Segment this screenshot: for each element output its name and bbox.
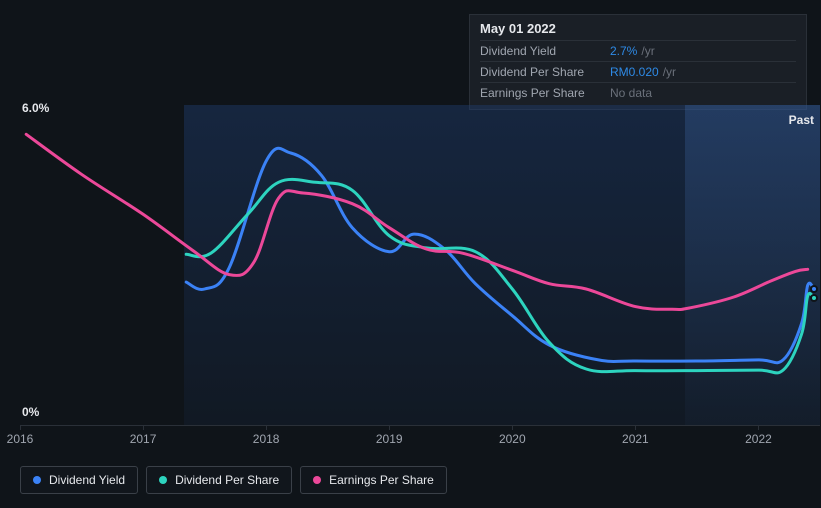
legend-label: Dividend Yield (49, 473, 125, 487)
tooltip-date: May 01 2022 (480, 21, 796, 36)
chart-lines-svg (20, 105, 820, 425)
x-tick-label: 2017 (130, 432, 157, 446)
x-axis-baseline (20, 425, 820, 426)
tooltip-row-value: RM0.020 (610, 65, 659, 79)
chart-tooltip: May 01 2022 Dividend Yield2.7% /yrDivide… (469, 14, 807, 110)
tooltip-row: Dividend Per ShareRM0.020 /yr (480, 61, 796, 82)
x-tick-label: 2018 (253, 432, 280, 446)
tooltip-row: Earnings Per ShareNo data (480, 82, 796, 103)
x-tick-label: 2021 (622, 432, 649, 446)
x-tick-label: 2019 (376, 432, 403, 446)
x-tick-mark (266, 425, 267, 430)
x-tick-label: 2022 (745, 432, 772, 446)
series-line (186, 179, 814, 372)
x-tick-mark (758, 425, 759, 430)
legend-swatch (159, 476, 167, 484)
tooltip-row-label: Earnings Per Share (480, 86, 610, 100)
dividend-chart: May 01 2022 Dividend Yield2.7% /yrDivide… (0, 0, 821, 508)
tooltip-row-unit: /yr (663, 65, 676, 79)
series-line (26, 134, 808, 309)
tooltip-row-label: Dividend Yield (480, 44, 610, 58)
tooltip-row-value: No data (610, 86, 652, 100)
tooltip-row-unit: /yr (641, 44, 654, 58)
chart-legend: Dividend Yield Dividend Per Share Earnings… (20, 466, 447, 494)
tooltip-row-value: 2.7% (610, 44, 637, 58)
x-axis: 2016201720182019202020212022 (20, 432, 820, 452)
x-tick-mark (143, 425, 144, 430)
legend-label: Earnings Per Share (329, 473, 434, 487)
x-tick-mark (20, 425, 21, 430)
legend-label: Dividend Per Share (175, 473, 279, 487)
series-end-marker (810, 294, 818, 302)
legend-swatch (33, 476, 41, 484)
legend-item[interactable]: Earnings Per Share (300, 466, 447, 494)
legend-swatch (313, 476, 321, 484)
x-tick-label: 2020 (499, 432, 526, 446)
series-end-marker (810, 285, 818, 293)
x-tick-label: 2016 (7, 432, 34, 446)
legend-item[interactable]: Dividend Per Share (146, 466, 292, 494)
plot-area: Past 6.0% 0% (20, 105, 820, 425)
x-tick-mark (389, 425, 390, 430)
legend-item[interactable]: Dividend Yield (20, 466, 138, 494)
x-tick-mark (635, 425, 636, 430)
x-tick-mark (512, 425, 513, 430)
tooltip-row: Dividend Yield2.7% /yr (480, 40, 796, 61)
tooltip-row-label: Dividend Per Share (480, 65, 610, 79)
